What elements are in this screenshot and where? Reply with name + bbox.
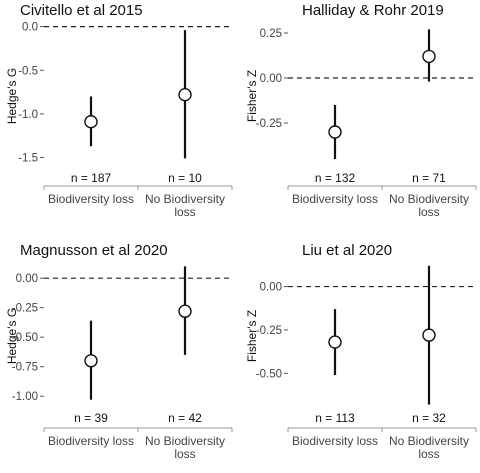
y-axis-label: Fisher's Z — [245, 70, 259, 122]
panel-title: Halliday & Rohr 2019 — [302, 2, 444, 19]
y-tick-label: 0.00 — [16, 273, 38, 285]
point-estimate — [84, 354, 98, 368]
y-axis-label: Hedge's G — [5, 68, 19, 124]
panel-title: Civitello et al 2015 — [20, 2, 143, 19]
y-tick-label: -0.50 — [256, 368, 282, 380]
x-tick-label: Biodiversity loss — [48, 192, 134, 206]
n-label: n = 132 — [315, 171, 356, 185]
x-tick-label: No Biodiversity loss — [389, 434, 469, 461]
y-tick-label: -0.25 — [256, 325, 282, 337]
plot-liu: Fisher's Z 0.00 -0.25 -0.50 n = 113 n = 32 Bio… — [245, 265, 477, 461]
y-tick-label: 0.0 — [22, 22, 38, 34]
y-tick-label: -0.50 — [12, 332, 38, 344]
n-label: n = 39 — [74, 411, 108, 425]
y-axis-label: Hedge's G — [5, 308, 19, 364]
x-tick-label: No Biodiversity loss — [389, 192, 469, 219]
n-label: n = 187 — [71, 171, 112, 185]
y-tick-label: -0.75 — [12, 362, 38, 374]
point-estimate — [328, 125, 342, 139]
x-tick-label: Biodiversity loss — [48, 434, 134, 448]
x-tick-label: Biodiversity loss — [292, 434, 378, 448]
point-estimate — [328, 335, 342, 349]
y-axis-label: Fisher's Z — [245, 310, 259, 362]
panel-liu: Liu et al 2020 Fisher's Z 0.00 -0.25 -0.50 n… — [240, 234, 480, 468]
x-tick-label: No Biodiversity loss — [145, 192, 225, 219]
plot-halliday: Fisher's Z 0.25 0.00 -0.25 n = 132 n = 71 Biod… — [245, 28, 477, 219]
y-tick-label: 0.00 — [260, 73, 282, 85]
n-label: n = 32 — [412, 411, 446, 425]
panel-title: Magnusson et al 2020 — [20, 242, 168, 259]
panel-title: Liu et al 2020 — [302, 242, 393, 259]
point-estimate — [422, 328, 436, 342]
y-tick-label: -0.5 — [18, 65, 38, 77]
panel-halliday: Halliday & Rohr 2019 Fisher's Z 0.25 0.00 -… — [240, 0, 480, 234]
point-estimate — [178, 87, 192, 102]
n-label: n = 10 — [168, 171, 202, 185]
panel-magnusson: Magnusson et al 2020 Hedge's G 0.00 -0.25 -… — [0, 234, 240, 468]
y-tick-label: 0.00 — [260, 282, 282, 294]
n-label: n = 42 — [168, 411, 202, 425]
point-estimate — [178, 304, 192, 318]
n-label: n = 71 — [412, 171, 446, 185]
y-tick-label: -0.25 — [12, 303, 38, 315]
y-tick-label: -0.25 — [256, 118, 282, 130]
plot-magnusson: Hedge's G 0.00 -0.25 -0.50 -0.75 -1.00 n = 39 n… — [5, 266, 233, 461]
point-estimate — [84, 115, 98, 129]
plot-civitello: Hedge's G 0.0 -0.5 -1.0 -1.5 n = 187 n = 10 Bio… — [5, 22, 233, 219]
n-label: n = 113 — [315, 411, 355, 425]
y-tick-label: 0.25 — [260, 28, 282, 40]
x-tick-label: No Biodiversity loss — [145, 434, 225, 461]
x-tick-label: Biodiversity loss — [292, 192, 378, 206]
y-tick-label: -1.00 — [12, 391, 38, 403]
y-tick-label: -1.0 — [18, 109, 38, 121]
panel-civitello: Civitello et al 2015 Hedge's G 0.0 -0.5 -1.… — [0, 0, 240, 234]
point-estimate — [422, 49, 436, 64]
y-tick-label: -1.5 — [18, 153, 38, 165]
